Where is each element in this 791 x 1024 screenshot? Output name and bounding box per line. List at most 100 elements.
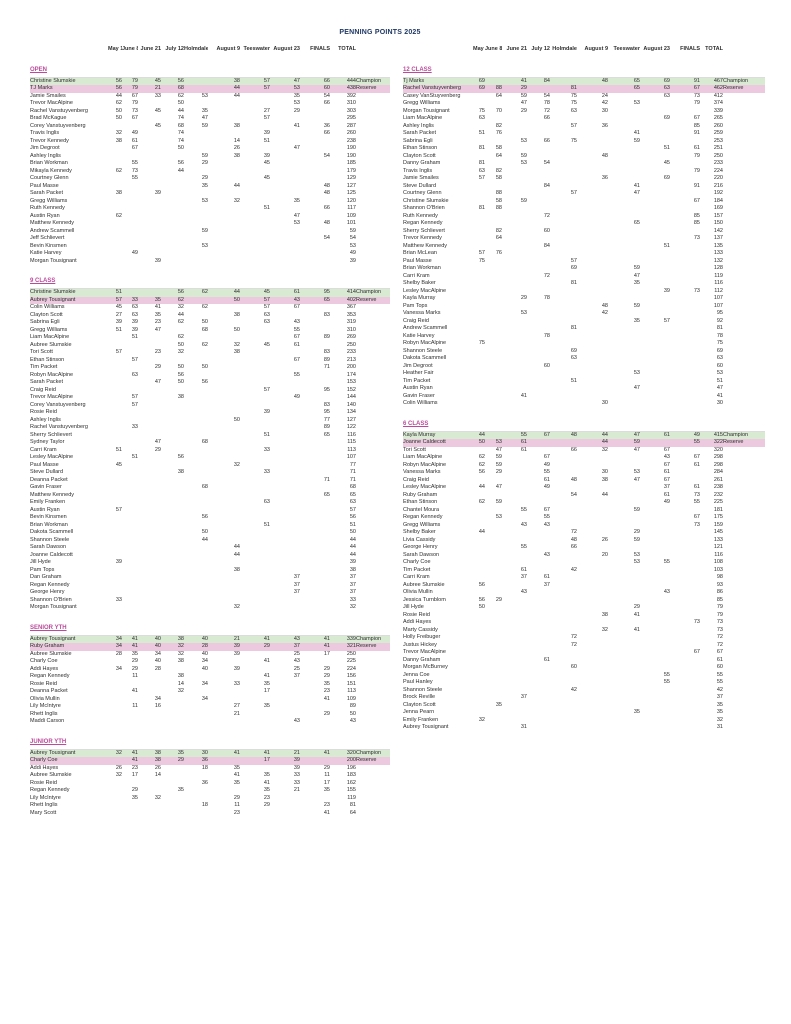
table-row: Matthew Kennedy 65 65 [30, 492, 390, 500]
total-cell: 269 [346, 334, 356, 340]
points-cell [640, 439, 670, 447]
rider-name: Sabrina Egli [403, 137, 433, 144]
points-cell [108, 228, 122, 236]
points-cell: 41 [300, 749, 330, 757]
points-cell [608, 492, 640, 500]
points-cell: 78 [543, 295, 550, 301]
points-cell [240, 597, 270, 605]
points-cell [473, 559, 485, 567]
award-label [723, 93, 765, 101]
table-row: Courtney Glenn 55 29 45 129 [30, 175, 390, 183]
award-label [356, 780, 390, 788]
points-cell [184, 77, 208, 85]
points-cell [108, 357, 122, 365]
total-cell: 43 [349, 718, 356, 724]
points-cell [270, 795, 300, 803]
points-cell [608, 687, 640, 695]
points-cell [640, 100, 670, 108]
points-cell [161, 327, 184, 335]
total-cell: 213 [346, 356, 356, 363]
points-cell: 51 [108, 288, 122, 297]
points-cell [608, 160, 640, 168]
points-cell: 59 [201, 227, 208, 234]
points-cell: 62 [115, 100, 122, 106]
rider-name: TJ Marks [30, 85, 108, 93]
points-cell: 72 [543, 212, 550, 219]
table-row: Craig Reid 57 95 152 [30, 387, 390, 395]
award-label [723, 589, 765, 597]
points-cell [161, 220, 184, 228]
points-cell [108, 787, 122, 795]
points-cell [577, 288, 608, 296]
award-label [723, 228, 765, 236]
rider-name: Courtney Glenn [403, 190, 442, 196]
points-cell [502, 273, 527, 281]
award-label [356, 711, 390, 719]
points-cell: 62 [478, 454, 485, 460]
table-row: Aubree Slumskie 56 37 93 [403, 582, 765, 590]
points-cell [240, 537, 270, 545]
table-row: Maddi Carson 43 43 [30, 718, 390, 726]
points-cell [577, 145, 608, 153]
award-label [356, 205, 390, 213]
table-row: Gregg Williams 43 43 73 159 [403, 522, 765, 530]
points-cell: 67 [693, 197, 700, 204]
table-row: Clayton Scott 35 35 [403, 702, 765, 710]
points-cell [550, 198, 577, 206]
points-cell [527, 385, 550, 393]
points-cell [527, 310, 550, 318]
points-cell: 61 [270, 288, 300, 297]
rider-name: George Henry [403, 544, 438, 550]
points-cell: 30 [601, 469, 608, 475]
points-cell [550, 393, 577, 401]
table-row: Liam MacAlpine 51 62 67 89 269 [30, 334, 390, 342]
points-cell [122, 537, 138, 545]
table-row: Ruth Kennedy 72 85 157 [403, 213, 765, 221]
points-cell [300, 529, 330, 537]
points-cell: 82 [495, 122, 502, 129]
points-cell [270, 492, 300, 500]
points-cell: 38 [177, 658, 184, 664]
points-cell: 68 [177, 122, 184, 129]
award-label [356, 312, 390, 320]
points-cell [122, 567, 138, 575]
points-cell: 33 [115, 596, 122, 603]
points-cell [502, 597, 527, 605]
award-label [356, 651, 390, 659]
points-cell [485, 559, 502, 567]
points-cell [184, 589, 208, 597]
points-cell: 57 [131, 356, 138, 363]
points-cell [208, 574, 240, 582]
award-label [356, 409, 390, 417]
points-cell [670, 664, 700, 672]
points-cell [184, 138, 208, 146]
points-cell: 32 [233, 197, 240, 204]
points-cell [270, 477, 300, 485]
points-cell [550, 439, 577, 447]
rider-name: Brian Workman [403, 265, 441, 271]
points-cell: 23 [323, 688, 330, 694]
points-cell [527, 619, 550, 627]
points-cell [577, 679, 608, 687]
points-cell [577, 717, 608, 725]
points-cell [485, 619, 502, 627]
rider-name: Morgan Tousignant [403, 107, 450, 114]
points-cell [240, 718, 270, 726]
points-cell: 75 [570, 92, 577, 99]
points-cell [108, 780, 122, 788]
points-cell [670, 604, 700, 612]
points-cell [640, 634, 670, 642]
points-cell: 51 [131, 334, 138, 340]
points-cell: 56 [108, 77, 122, 85]
points-cell [640, 649, 670, 657]
points-cell: 32 [177, 650, 184, 657]
points-cell: 24 [601, 92, 608, 99]
points-cell [640, 567, 670, 575]
table-row: Joanne Caldecott 50 53 61 44 59 55 322 Reserve [403, 439, 765, 447]
table-row: Danny Graham 81 53 54 45 233 [403, 160, 765, 168]
points-cell [161, 462, 184, 470]
points-cell [208, 250, 240, 258]
points-cell: 23 [233, 809, 240, 816]
table-row: Sherry Schlievert 82 60 142 [403, 228, 765, 236]
points-cell: 26 [154, 764, 161, 771]
